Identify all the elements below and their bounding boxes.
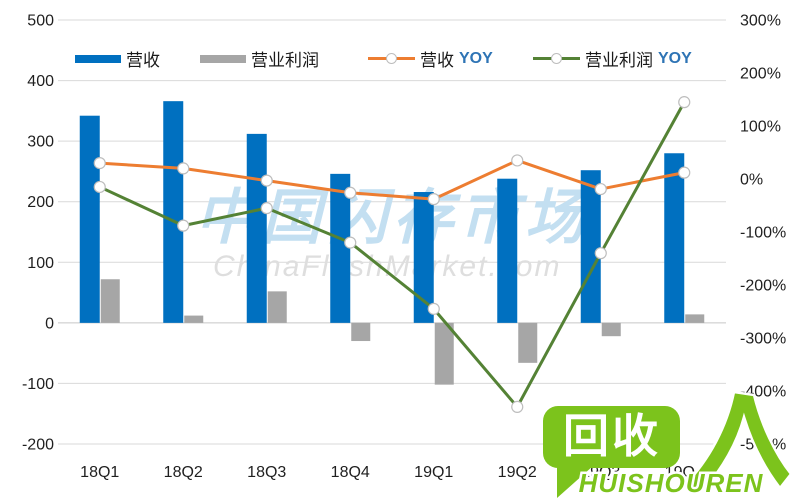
y-axis-tick-label: 100: [27, 255, 54, 272]
bar-operating-profit: [351, 322, 371, 342]
y-axis-tick-label: -100: [22, 376, 54, 393]
bar-operating-profit: [434, 322, 454, 385]
bar-operating-profit: [184, 315, 204, 323]
marker-revenue-yoy: [260, 174, 273, 187]
bar-revenue: [79, 115, 100, 323]
axis-labels-group: 500 400 300 200 100 0 -100 -200 300% 200% 100% 0% -1…: [22, 13, 786, 482]
bar-revenue: [664, 153, 685, 323]
x-axis-tick-label: 18Q4: [331, 464, 370, 481]
legend-label-revenue-yoy: 营收: [420, 51, 454, 70]
legend-label-operating-profit-yoy: 营业利润: [585, 51, 653, 70]
legend-label-yoy-suffix: YOY: [658, 49, 692, 67]
chart-legend: 营收 营业利润 营收 YOY 营业利润 YOY: [0, 0, 800, 70]
marker-revenue-yoy: [93, 157, 106, 170]
bar-revenue: [497, 178, 518, 323]
y-axis-tick-label: -200: [22, 437, 54, 454]
bar-operating-profit: [601, 322, 621, 337]
legend-item-operating-profit: 营业利润: [200, 46, 324, 71]
y2-axis-tick-label: 0%: [740, 172, 763, 189]
y2-axis-tick-label: 300%: [740, 13, 781, 30]
y2-axis-tick-label: 100%: [740, 119, 781, 136]
y-axis-tick-label: 400: [27, 73, 54, 90]
bar-revenue: [580, 170, 601, 323]
y2-axis-tick-label: -100%: [740, 225, 786, 242]
bar-revenue: [330, 173, 351, 323]
marker-revenue-yoy: [678, 166, 691, 179]
legend-label-operating-profit: 营业利润: [251, 51, 319, 70]
marker-operating-profit-yoy: [594, 247, 607, 260]
marker-operating-profit-yoy: [678, 96, 691, 109]
legend-swatch-revenue: [75, 54, 121, 63]
line-series-group: [93, 96, 691, 413]
marker-revenue-yoy: [594, 182, 607, 196]
marker-operating-profit-yoy: [344, 236, 357, 249]
bar-operating-profit: [685, 314, 705, 323]
line-revenue-yoy: [99, 158, 685, 201]
marker-revenue-yoy: [427, 193, 440, 206]
marker-revenue-yoy: [344, 186, 357, 199]
bar-revenue: [246, 133, 267, 323]
marker-revenue-yoy: [177, 162, 190, 175]
y-axis-tick-label: 300: [27, 134, 54, 151]
y-axis-tick-label: 200: [27, 194, 54, 211]
legend-item-revenue-yoy: 营收 YOY: [368, 46, 493, 71]
x-axis-tick-label: 19Q3: [581, 464, 620, 481]
y2-axis-tick-label: -300%: [740, 331, 786, 348]
marker-operating-profit-yoy: [511, 400, 524, 413]
legend-item-operating-profit-yoy: 营业利润 YOY: [533, 46, 692, 71]
legend-label-yoy-suffix: YOY: [459, 49, 493, 67]
x-axis-tick-label: 19Q1: [414, 464, 453, 481]
marker-operating-profit-yoy: [427, 302, 440, 315]
legend-swatch-revenue-yoy: [368, 53, 415, 64]
legend-swatch-operating-profit: [200, 54, 246, 63]
bar-revenue: [163, 101, 184, 323]
bar-operating-profit: [518, 322, 538, 363]
x-axis-tick-label: 19Q4: [665, 464, 704, 481]
y2-axis-tick-label: -200%: [740, 278, 786, 295]
marker-operating-profit-yoy: [260, 202, 273, 215]
bar-revenue: [413, 192, 434, 323]
x-axis-tick-label: 18Q2: [164, 464, 203, 481]
x-axis-tick-label: 19Q2: [498, 464, 537, 481]
y2-axis-tick-label: -400%: [740, 384, 786, 401]
legend-item-revenue: 营收: [75, 46, 165, 71]
x-axis-tick-label: 18Q3: [247, 464, 286, 481]
marker-revenue-yoy: [511, 154, 524, 167]
y-axis-tick-label: 0: [45, 315, 54, 332]
line-operating-profit-yoy: [99, 101, 686, 409]
x-axis-tick-label: 18Q1: [80, 464, 119, 481]
y2-axis-tick-label: -500%: [740, 437, 786, 454]
legend-swatch-operating-profit-yoy: [533, 53, 580, 64]
bar-operating-profit: [267, 291, 287, 323]
marker-operating-profit-yoy: [93, 180, 106, 194]
y2-axis-tick-label: 200%: [740, 66, 781, 83]
bar-operating-profit: [100, 279, 120, 323]
y-axis-tick-label: 500: [27, 13, 54, 30]
marker-operating-profit-yoy: [177, 219, 190, 232]
legend-label-revenue: 营收: [126, 51, 160, 70]
